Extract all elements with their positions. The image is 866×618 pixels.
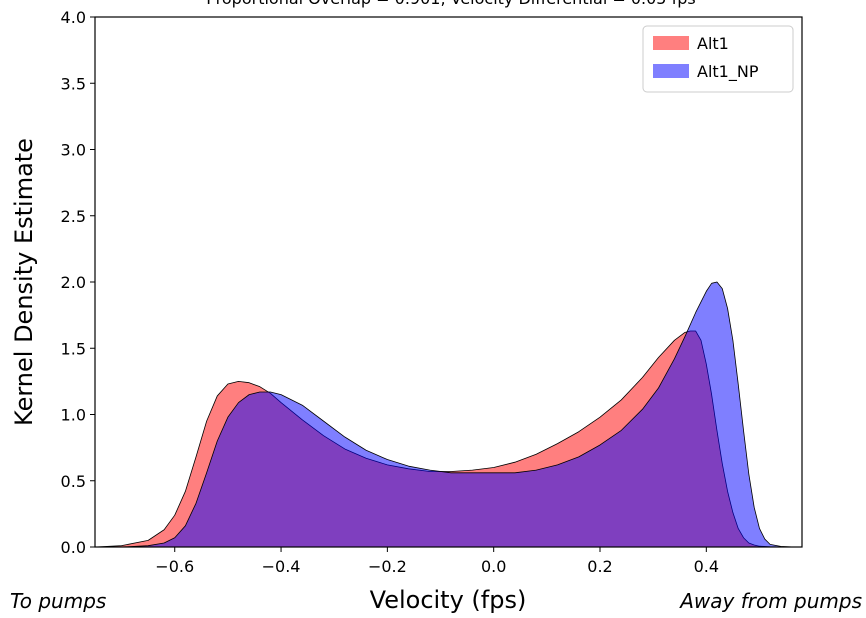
x-axis-ticks: −0.6 −0.4 −0.2 0.0 0.2 0.4 [155, 547, 719, 576]
x-tick-label: −0.6 [155, 557, 194, 576]
y-tick-label: 1.5 [61, 339, 86, 358]
y-axis-ticks: 0.0 0.5 1.0 1.5 2.0 2.5 3.0 3.5 4.0 [61, 8, 95, 557]
y-tick-label: 1.0 [61, 406, 86, 425]
x-tick-label: −0.4 [262, 557, 301, 576]
annotation-away-from-pumps: Away from pumps [678, 589, 862, 613]
chart-title: Proportional Overlap = 0.901, Velocity D… [206, 0, 695, 8]
legend: Alt1 Alt1_NP [642, 25, 794, 93]
y-tick-label: 0.5 [61, 472, 86, 491]
annotation-to-pumps: To pumps [10, 589, 106, 613]
y-tick-label: 3.5 [61, 74, 86, 93]
y-tick-label: 2.0 [61, 273, 86, 292]
legend-label-alt1: Alt1 [697, 34, 729, 53]
y-tick-label: 2.5 [61, 207, 86, 226]
legend-swatch-alt1-np [653, 64, 689, 78]
y-tick-label: 4.0 [61, 8, 86, 27]
y-axis-label: Kernel Density Estimate [10, 138, 38, 426]
density-areas [94, 281, 803, 548]
x-tick-label: 0.2 [587, 557, 612, 576]
x-tick-label: 0.0 [481, 557, 506, 576]
y-tick-label: 3.0 [61, 141, 86, 160]
density-area-alt1-np [94, 281, 803, 548]
x-tick-label: −0.2 [368, 557, 407, 576]
legend-swatch-alt1 [653, 36, 689, 50]
x-tick-label: 0.4 [694, 557, 719, 576]
legend-label-alt1-np: Alt1_NP [697, 62, 759, 82]
x-axis-label: Velocity (fps) [370, 586, 527, 614]
y-tick-label: 0.0 [61, 538, 86, 557]
